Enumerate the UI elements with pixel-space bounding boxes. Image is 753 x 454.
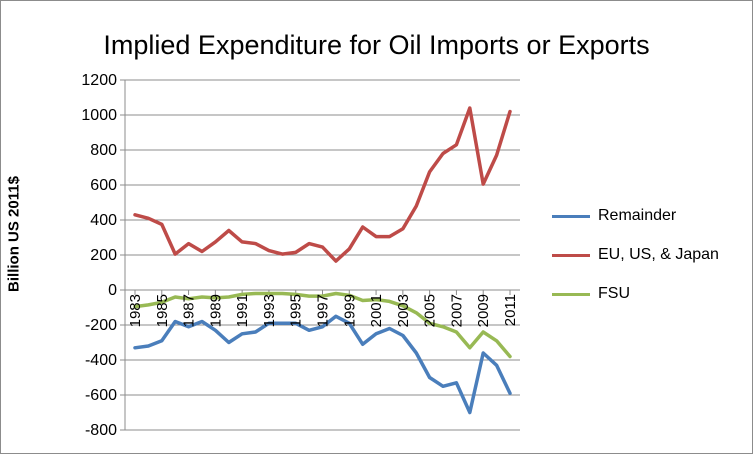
legend-item-fsu: FSU [552,284,630,304]
x-tick-label: 2011 [502,294,519,326]
x-tick-label: 2001 [368,294,385,327]
grid-lines [125,79,520,431]
series-line-remainder [133,314,512,415]
x-tick-label: 1989 [207,294,224,327]
y-tick-label: 800 [90,142,117,159]
series-line-eu-us-japan [133,106,512,263]
y-tick-label: 200 [90,247,117,264]
x-tick-label: 2009 [475,294,492,327]
y-tick-labels: -800 -600 -400 -200 0 200 400 600 800 1000 1200 [81,72,117,439]
y-tick-label: -200 [85,317,117,334]
x-tick-label: 1995 [288,294,305,327]
y-tick-label: 1000 [81,107,117,124]
y-tick-label: 0 [108,282,117,299]
legend-item-eu-us-japan: EU, US, & Japan [552,245,719,265]
x-tick-label: 1993 [261,294,278,327]
x-tick-label: 2007 [448,294,465,327]
x-tick-label: 1985 [154,294,171,327]
x-tick-label: 1997 [315,294,332,327]
y-tick-label: 400 [90,212,117,229]
legend-swatch-eu-us-japan [552,253,590,257]
legend-label-fsu: FSU [598,285,630,302]
series-lines [133,106,512,415]
legend-swatch-fsu [552,292,590,296]
legend-label-eu-us-japan: EU, US, & Japan [598,246,719,263]
y-tick-label: 600 [90,177,117,194]
x-tick-label: 1999 [341,294,358,327]
y-tick-label: -800 [85,422,117,439]
chart-title: Implied Expenditure for Oil Imports or E… [103,30,650,60]
x-tick-labels: 1983 1985 1987 1989 1991 1993 1995 1997 1999 2001… [127,294,519,327]
x-tick-label: 1991 [234,294,251,327]
x-tick-label: 2005 [422,294,439,327]
y-tick-label: 1200 [81,72,117,89]
x-tick-label: 2003 [395,294,412,327]
y-tick-label: -600 [85,387,117,404]
x-tick-label: 1983 [127,294,144,327]
legend-item-remainder: Remainder [552,206,676,226]
series-line-fsu [133,291,512,359]
x-tick-label: 1987 [181,294,198,327]
legend-swatch-remainder [552,214,590,218]
y-tick-label: -400 [85,352,117,369]
axes [120,79,520,431]
legend-label-remainder: Remainder [598,207,677,224]
